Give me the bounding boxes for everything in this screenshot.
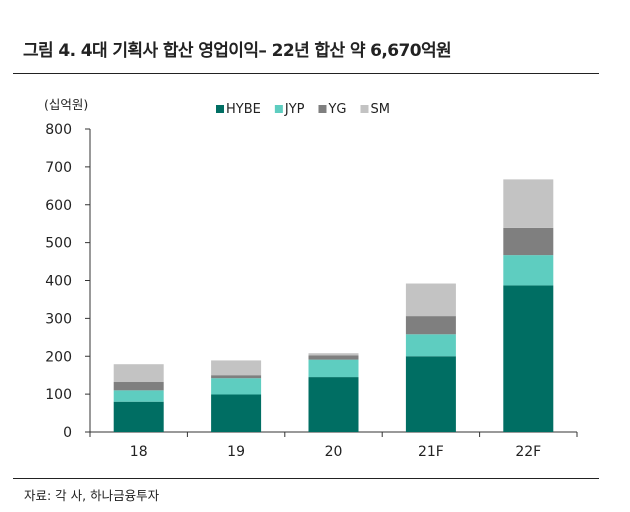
x-tick-label: 19 [227, 444, 245, 460]
chart-title: 그림 4. 4대 기획사 합산 영업이익– 22년 합산 약 6,670억원 [23, 41, 452, 61]
y-tick-label: 600 [45, 198, 72, 214]
bar-segment-jyp [211, 378, 262, 395]
bar-segment-jyp [503, 255, 554, 286]
y-tick-label: 300 [45, 311, 72, 327]
legend-swatch-sm [360, 105, 369, 113]
legend-label-sm: SM [371, 102, 390, 117]
y-tick-label: 400 [45, 274, 72, 290]
x-axis: 18 19 20 21F 22F [89, 431, 578, 460]
bar-segment-yg [503, 227, 554, 256]
legend-swatch-hybe [216, 105, 224, 113]
legend: HYBE JYP YG SM [216, 102, 390, 117]
bar-segment-hybe [113, 401, 164, 432]
legend-swatch-yg [318, 105, 327, 113]
bar-segment-hybe [308, 377, 359, 432]
bar-segment-yg [308, 355, 359, 360]
bar-segment-sm [211, 360, 262, 376]
legend-label-jyp: JYP [284, 102, 305, 117]
y-tick-label: 0 [63, 425, 72, 441]
y-axis: 0 100 200 300 400 500 600 700 800 [45, 122, 91, 441]
legend-swatch-jyp [274, 105, 283, 113]
legend-label-hybe: HYBE [226, 102, 261, 117]
bar-segment-hybe [405, 356, 456, 432]
bottom-rule [13, 478, 599, 479]
bar-segment-hybe [503, 285, 554, 432]
y-tick-label: 100 [45, 387, 72, 403]
top-rule [13, 73, 599, 74]
x-tick-label: 21F [418, 444, 444, 460]
x-tick-label: 18 [130, 444, 148, 460]
x-tick-label: 20 [325, 444, 343, 460]
bar-segment-yg [211, 375, 262, 379]
bar-segment-hybe [211, 394, 262, 432]
source-note: 자료: 각 사, 하나금융투자 [24, 488, 160, 503]
bar-segment-sm [308, 353, 359, 356]
bar-segment-sm [503, 179, 554, 228]
y-tick-label: 800 [45, 122, 72, 138]
bar-segment-jyp [308, 359, 359, 378]
y-tick-label: 200 [45, 349, 72, 365]
legend-label-yg: YG [327, 102, 346, 117]
bar-segment-jyp [405, 334, 456, 357]
bar-segment-yg [113, 382, 164, 391]
bar-segment-yg [405, 316, 456, 335]
x-tick-label: 22F [515, 444, 541, 460]
bar-segment-sm [405, 283, 456, 317]
bars [113, 179, 554, 432]
y-tick-label: 700 [45, 160, 72, 176]
bar-segment-jyp [113, 390, 164, 402]
y-tick-label: 500 [45, 236, 72, 252]
bar-segment-sm [113, 364, 164, 383]
y-unit-label: (십억원) [44, 97, 89, 112]
